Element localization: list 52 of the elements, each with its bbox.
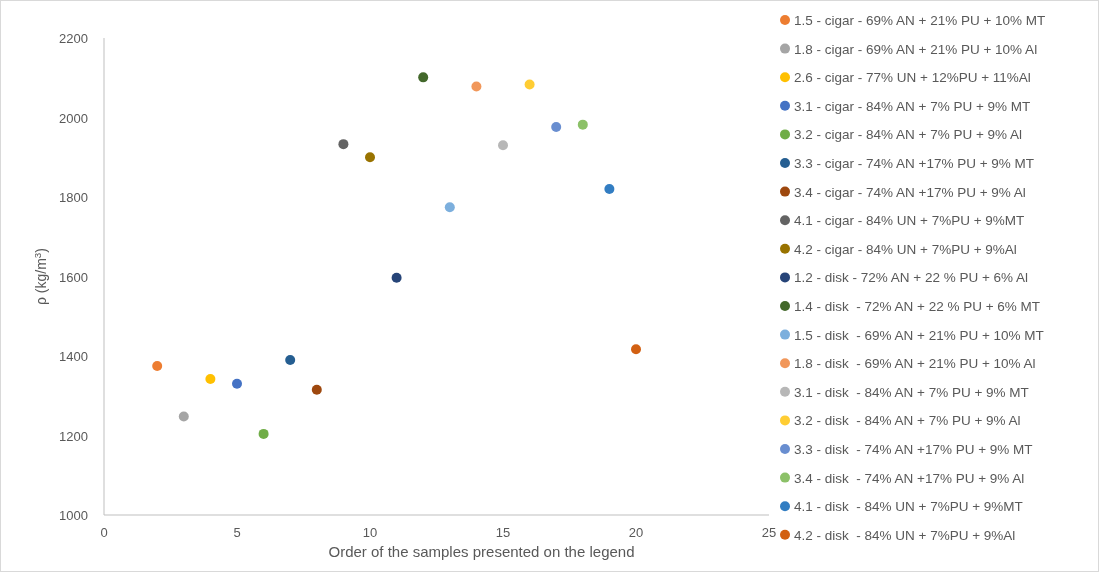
- legend-label: 3.2 - disk - 84% AN + 7% PU + 9% Al: [794, 413, 1021, 429]
- point: [444, 202, 455, 213]
- legend-label: 1.8 - cigar - 69% AN + 21% PU + 10% Al: [794, 41, 1038, 57]
- legend-label: 4.1 - cigar - 84% UN + 7%PU + 9%MT: [794, 213, 1025, 229]
- legend-label: 1.5 - cigar - 69% AN + 21% PU + 10% MT: [794, 13, 1046, 28]
- y-tick-label: 1400: [59, 349, 88, 364]
- legend-label: 3.3 - disk - 74% AN +17% PU + 9% MT: [794, 442, 1033, 457]
- legend-label: 4.2 - disk - 84% UN + 7%PU + 9%Al: [794, 527, 1016, 543]
- y-tick-label: 1800: [59, 190, 88, 205]
- legend-label: 4.1 - disk - 84% UN + 7%PU + 9%MT: [794, 499, 1023, 515]
- y-tick-label: 1000: [59, 508, 88, 523]
- point: [365, 152, 375, 163]
- x-axis-title: Order of the samples presented on the legend: [328, 543, 635, 560]
- point: [232, 378, 242, 389]
- x-tick-label: 0: [100, 525, 108, 540]
- point: [418, 72, 429, 83]
- x-tick-label: 20: [628, 525, 644, 540]
- legend-label: 3.4 - cigar - 74% AN +17% PU + 9% Al: [794, 184, 1026, 200]
- y-tick-label: 2000: [59, 110, 88, 126]
- point: [205, 374, 216, 385]
- point: [524, 79, 535, 90]
- legend-label: 4.2 - cigar - 84% UN + 7%PU + 9%Al: [794, 241, 1017, 257]
- legend-label: 1.2 - disk - 72% AN + 22 % PU + 6% Al: [794, 270, 1029, 286]
- legend-label: 1.5 - disk - 69% AN + 21% PU + 10% MT: [794, 327, 1044, 343]
- point: [178, 411, 189, 422]
- point: [258, 428, 269, 439]
- legend-label: 3.1 - disk - 84% AN + 7% PU + 9% MT: [794, 384, 1029, 400]
- point: [152, 360, 163, 371]
- y-tick-label: 2200: [59, 31, 88, 46]
- legend-label: 1.4 - disk - 72% AN + 22 % PU + 6% MT: [794, 299, 1041, 314]
- x-tick-label: 25: [761, 525, 777, 540]
- x-tick-label: 15: [495, 525, 511, 540]
- y-tick-label: 1600: [59, 269, 88, 285]
- point: [338, 139, 349, 150]
- x-tick-label: 10: [362, 525, 378, 540]
- y-tick-label: 1200: [59, 428, 88, 444]
- point: [311, 384, 322, 395]
- point: [631, 344, 641, 355]
- legend-label: 1.8 - disk - 69% AN + 21% PU + 10% Al: [794, 356, 1036, 372]
- point: [471, 81, 482, 92]
- point: [604, 184, 615, 195]
- point: [577, 119, 588, 130]
- point: [498, 140, 508, 151]
- point: [551, 122, 562, 133]
- x-tick-label: 5: [233, 525, 241, 540]
- legend-label: 3.1 - cigar - 84% AN + 7% PU + 9% MT: [794, 98, 1031, 114]
- point: [285, 354, 296, 365]
- legend-label: 3.2 - cigar - 84% AN + 7% PU + 9% Al: [794, 127, 1023, 143]
- legend-label: 3.4 - disk - 74% AN +17% PU + 9% Al: [794, 470, 1025, 486]
- point: [391, 272, 402, 283]
- legend-label: 3.3 - cigar - 74% AN +17% PU + 9% MT: [794, 156, 1035, 171]
- legend-label: 2.6 - cigar - 77% UN + 12%PU + 11%Al: [794, 70, 1031, 86]
